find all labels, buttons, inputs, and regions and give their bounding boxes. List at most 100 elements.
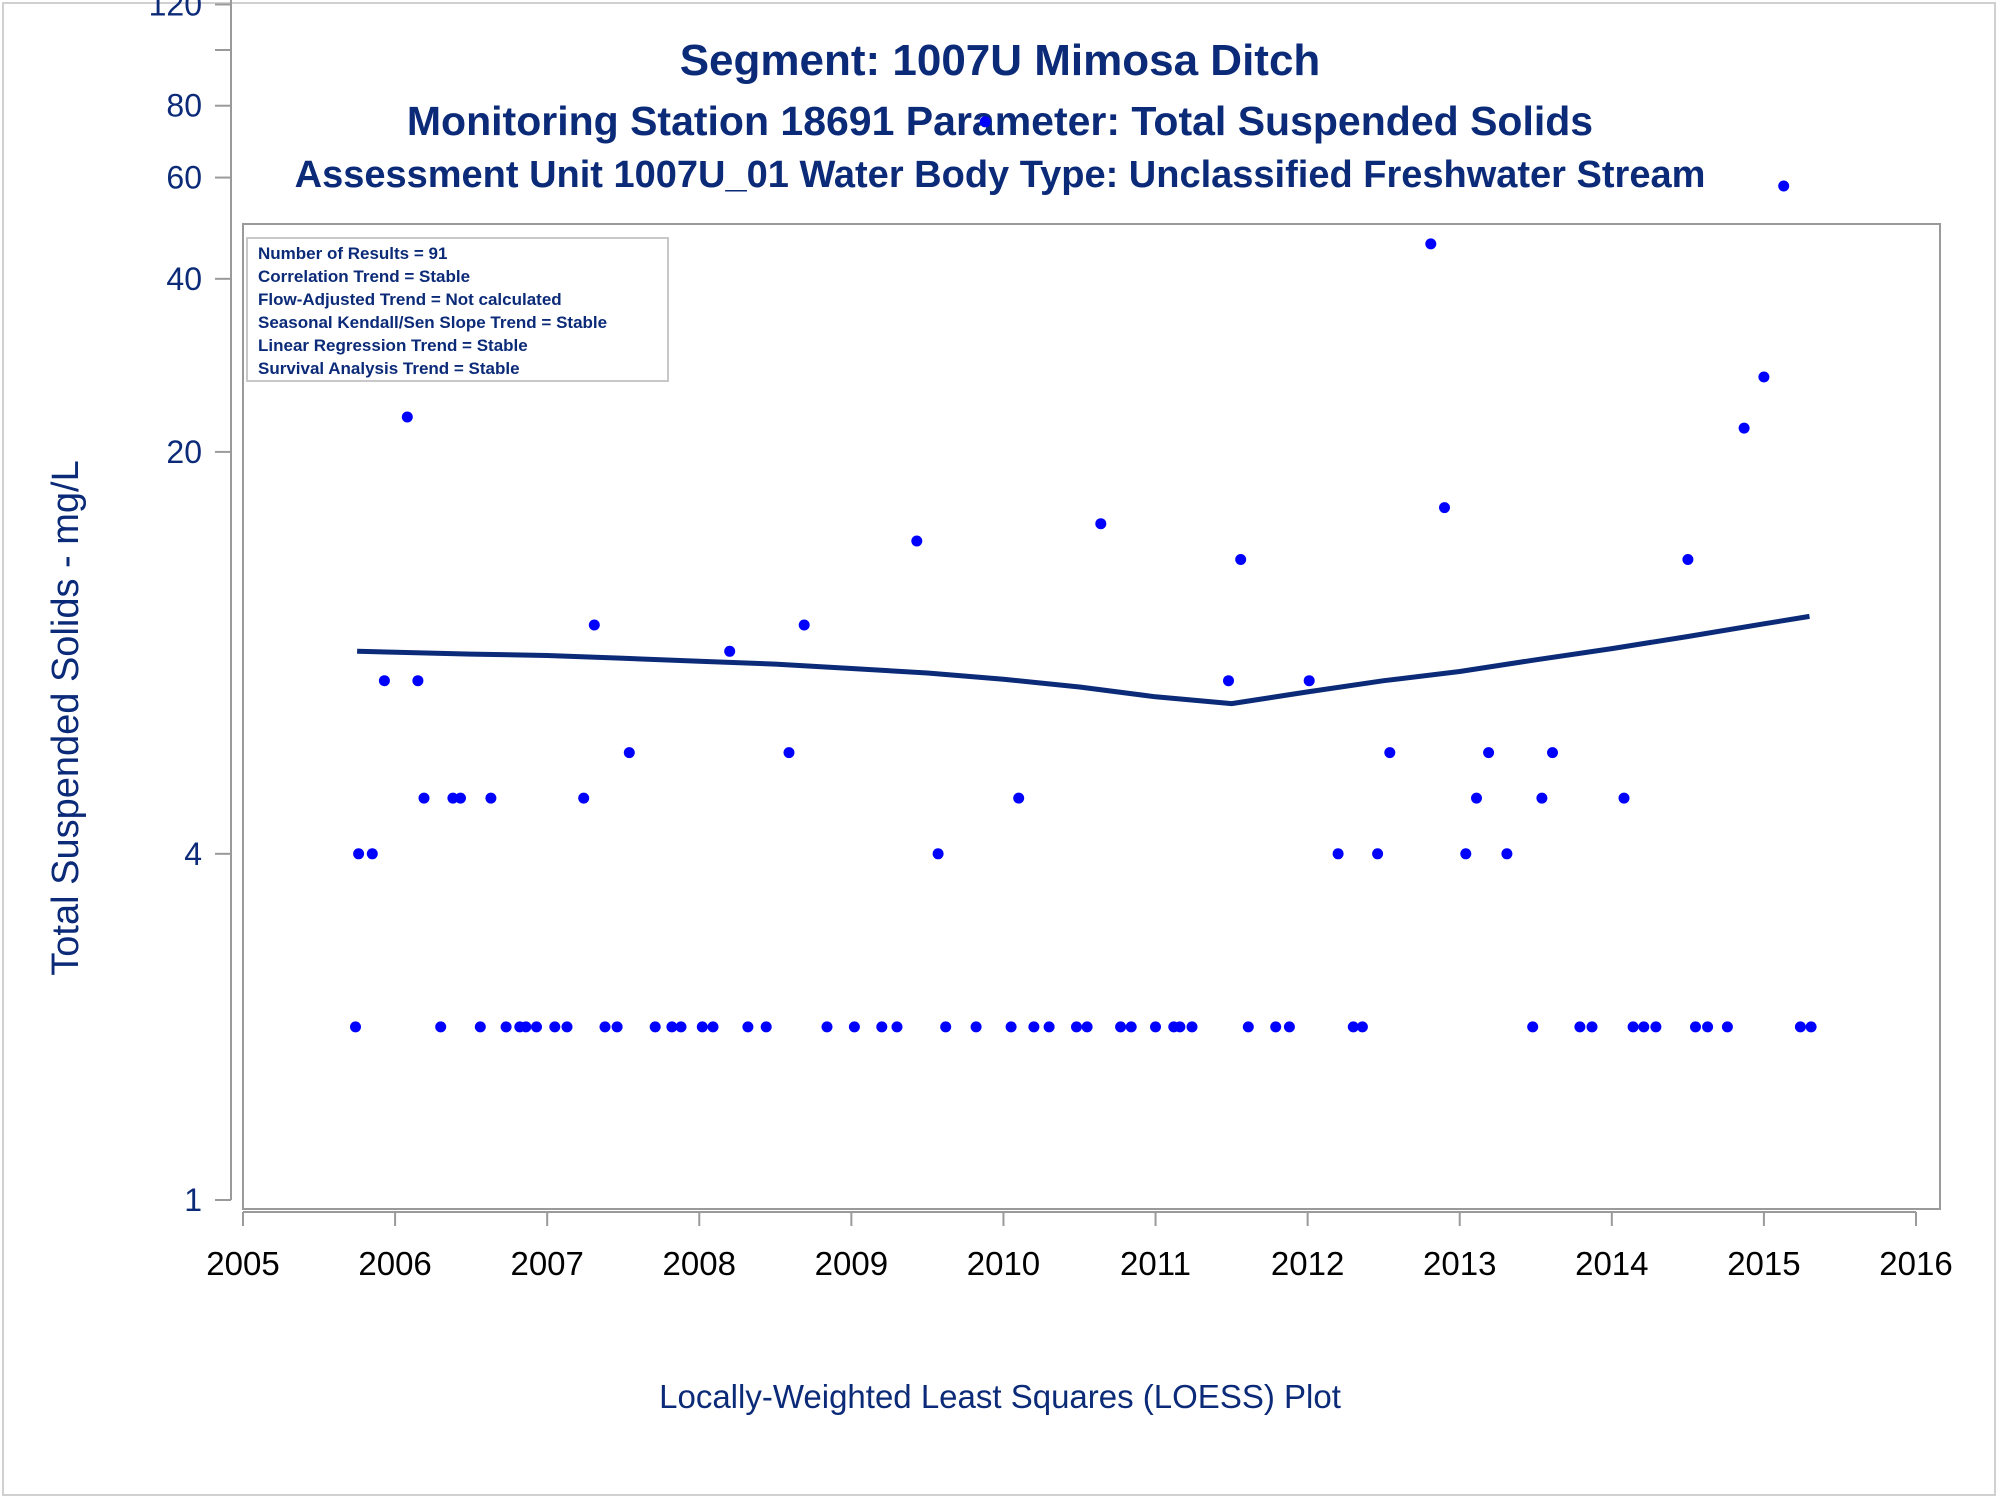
data-point [1356, 1021, 1368, 1033]
data-point [742, 1021, 754, 1033]
x-tick-label: 2012 [1271, 1245, 1344, 1282]
y-tick-label: 4 [184, 836, 202, 872]
data-point [1270, 1021, 1282, 1033]
legend-entry: Linear Regression Trend = Stable [258, 336, 528, 355]
legend-entry: Seasonal Kendall/Sen Slope Trend = Stabl… [258, 313, 607, 332]
y-tick-label: 40 [166, 261, 202, 297]
data-point [707, 1021, 719, 1033]
data-point [979, 116, 991, 128]
data-point [1702, 1021, 1714, 1033]
data-point [1547, 747, 1558, 759]
data-point [1501, 848, 1513, 860]
data-point [1794, 1021, 1806, 1033]
data-point [412, 675, 424, 687]
data-point [760, 1021, 772, 1033]
data-point [1150, 1021, 1161, 1033]
legend-entry: Correlation Trend = Stable [258, 267, 470, 286]
data-point [1372, 848, 1384, 860]
data-point [531, 1021, 542, 1033]
data-point [418, 792, 430, 804]
data-point [1332, 848, 1344, 860]
data-point [649, 1021, 661, 1033]
data-point [1347, 1021, 1359, 1033]
data-point [1586, 1021, 1598, 1033]
data-point [848, 1021, 860, 1033]
data-point [1682, 554, 1694, 565]
data-point [1303, 675, 1315, 687]
data-point [435, 1021, 447, 1033]
plot-footnote: Locally-Weighted Least Squares (LOESS) P… [659, 1378, 1341, 1415]
x-tick-label: 2009 [815, 1245, 888, 1282]
data-point [1043, 1021, 1055, 1033]
data-point [876, 1021, 888, 1033]
data-point [447, 792, 459, 804]
data-point [1235, 554, 1247, 565]
data-point [455, 792, 466, 804]
y-tick-label: 120 [149, 0, 202, 22]
data-point [891, 1021, 903, 1033]
data-point [1005, 1021, 1017, 1033]
data-point [1283, 1021, 1295, 1033]
data-point [1650, 1021, 1662, 1033]
data-point [378, 675, 390, 687]
x-tick-label: 2006 [358, 1245, 431, 1282]
legend-entry: Flow-Adjusted Trend = Not calculated [258, 290, 562, 309]
data-point [1471, 792, 1482, 804]
x-tick-label: 2011 [1120, 1245, 1191, 1282]
chart-subtitle-2: Assessment Unit 1007U_01 Water Body Type… [294, 154, 1706, 196]
data-point [1425, 238, 1437, 250]
x-tick-label: 2010 [967, 1245, 1040, 1282]
data-point [623, 747, 635, 759]
data-point [798, 619, 810, 631]
plot-area [242, 223, 1941, 1210]
data-point [1115, 1021, 1127, 1033]
data-point [578, 792, 590, 804]
data-point [561, 1021, 573, 1033]
data-point [1618, 792, 1630, 804]
data-point [520, 1021, 532, 1033]
data-point [1174, 1021, 1186, 1033]
y-tick-label: 80 [166, 88, 202, 124]
legend-entry: Survival Analysis Trend = Stable [258, 359, 520, 378]
x-axis: 2005 2006 2007 2008 2009 2010 2011 2012 2013 2014… [206, 1211, 1953, 1282]
data-point [675, 1021, 687, 1033]
x-tick-label: 2008 [663, 1245, 736, 1282]
data-point [932, 848, 944, 860]
data-point [821, 1021, 833, 1033]
y-axis: 1420406080120160 [149, 0, 232, 1218]
data-point [1574, 1021, 1586, 1033]
data-point [970, 1021, 982, 1033]
data-point [1081, 1021, 1093, 1033]
data-point [1527, 1021, 1539, 1033]
stats-legend: Number of Results = 91 Correlation Trend … [246, 237, 669, 382]
data-point [485, 792, 497, 804]
data-point [940, 1021, 952, 1033]
data-point [366, 848, 378, 860]
data-point [1778, 180, 1790, 192]
y-tick-label: 60 [166, 160, 202, 196]
legend-box [246, 237, 669, 382]
x-tick-label: 2013 [1423, 1245, 1496, 1282]
data-point [500, 1021, 512, 1033]
data-point [1758, 371, 1770, 383]
legend-entry: Number of Results = 91 [258, 244, 447, 263]
x-tick-label: 2015 [1727, 1245, 1800, 1282]
data-point [588, 619, 600, 631]
data-point [724, 645, 736, 657]
data-point [1186, 1021, 1198, 1033]
x-tick-label: 2005 [206, 1245, 279, 1282]
data-point [353, 848, 365, 860]
data-point [1095, 518, 1107, 530]
data-point [1690, 1021, 1701, 1033]
loess-line [357, 613, 1810, 707]
data-point [1242, 1021, 1254, 1033]
y-tick-label: 1 [184, 1182, 202, 1218]
data-point [1460, 848, 1472, 860]
data-point [783, 747, 795, 759]
x-tick-label: 2014 [1575, 1245, 1648, 1282]
data-point [1638, 1021, 1650, 1033]
chart-title: Segment: 1007U Mimosa Ditch [679, 36, 1321, 85]
data-point [1071, 1021, 1082, 1033]
data-point [1013, 792, 1025, 804]
